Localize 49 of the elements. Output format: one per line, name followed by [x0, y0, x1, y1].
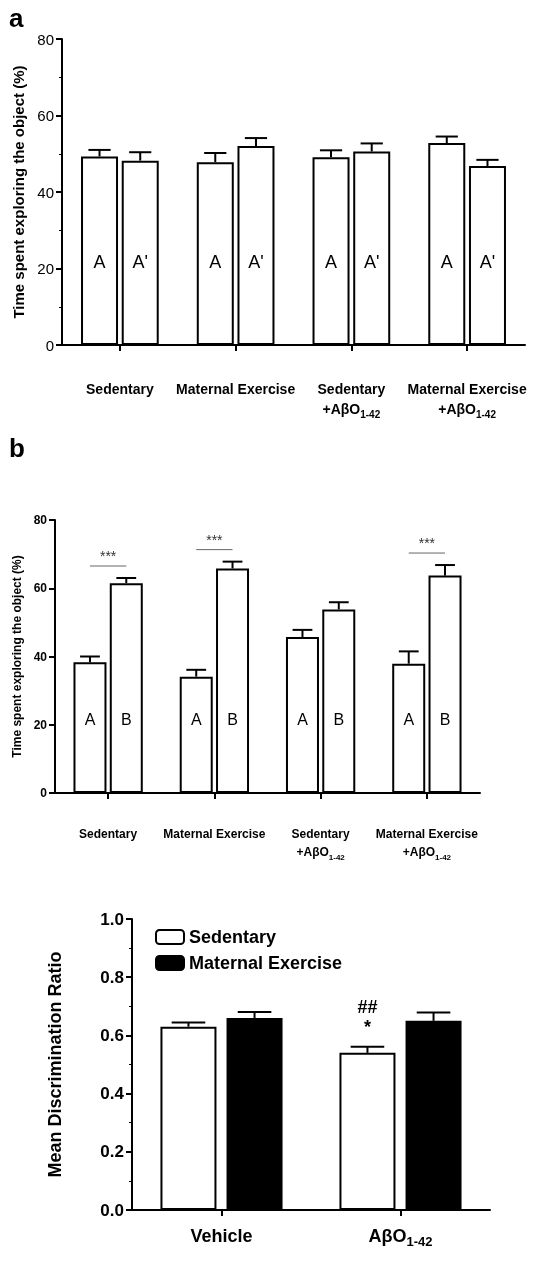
y-tick-label: 40	[37, 183, 54, 201]
y-tick-label: 60	[37, 107, 54, 124]
y-tick-label: 20	[37, 260, 54, 277]
x-tick-label: Maternal Exercise	[176, 381, 296, 397]
text: A'	[132, 252, 148, 272]
y-tick-label: 20	[33, 717, 48, 732]
chart-title: a	[9, 3, 24, 33]
x-tick-label: Vehicle	[190, 1226, 253, 1246]
x-tick-label: Sedentary	[86, 381, 154, 397]
y-axis-title: Mean Discrimination Ratio	[45, 951, 65, 1178]
series-label: A	[297, 710, 309, 728]
legend-label: Sedentary	[189, 927, 277, 947]
y-tick-label: 0	[45, 336, 54, 354]
x-tick-label: Maternal Exercise	[163, 827, 266, 841]
x-tick-label: Sedentary	[79, 827, 138, 841]
annotation: *	[363, 1016, 371, 1037]
series-label: A'	[364, 252, 380, 272]
y-tick-label: 40	[33, 649, 48, 664]
y-tick-label: 1.0	[100, 909, 124, 929]
text: A'	[479, 252, 496, 272]
annotation: ##	[357, 996, 378, 1017]
text: A	[440, 252, 453, 272]
text: B	[439, 710, 451, 728]
y-axis-title: Time spent exploring the object (%)	[10, 65, 27, 319]
series-label: A	[93, 252, 106, 272]
chart-title: b	[9, 433, 25, 463]
y-tick-label: 0.4	[100, 1084, 125, 1104]
legend-label: Maternal Exercise	[189, 953, 343, 973]
y-axis-title: Time spent exploring the object (%)	[9, 555, 24, 758]
y-tick-label: 0.8	[100, 967, 124, 987]
text: A	[325, 252, 338, 272]
text: B	[333, 710, 345, 728]
series-label: B	[120, 710, 132, 728]
y-tick-label: 80	[37, 30, 54, 48]
y-tick-label: 0.6	[100, 1025, 124, 1045]
annotation: ***	[418, 535, 436, 552]
annotation: ***	[99, 548, 117, 565]
text: A	[190, 710, 202, 728]
y-tick-label: 0	[40, 786, 48, 800]
annotation: ***	[206, 531, 224, 548]
text: A	[84, 710, 96, 728]
y-tick-label: 60	[33, 581, 48, 596]
text: A	[209, 252, 222, 272]
y-tick-label: 0.0	[100, 1200, 124, 1220]
y-tick-label: 80	[33, 513, 48, 527]
text: A'	[248, 252, 264, 272]
text: A	[403, 710, 415, 728]
y-tick-label: 0.2	[100, 1142, 124, 1162]
text: B	[227, 710, 238, 728]
